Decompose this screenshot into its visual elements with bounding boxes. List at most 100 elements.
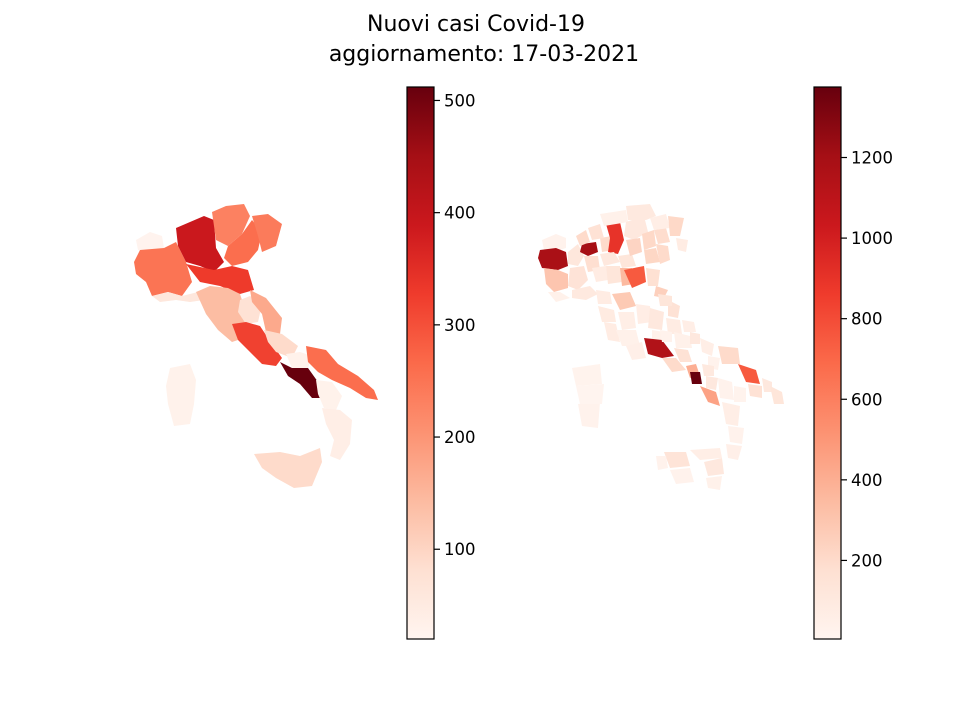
area-sondrio: Sondrio — [600, 210, 628, 226]
area-lazio: Lazio — [232, 322, 282, 366]
colorbar-regions: 100 200 300 400 500 — [406, 86, 476, 640]
area-varese: Varese — [576, 230, 590, 246]
figure-title-line1: Nuovi casi Covid-19 — [367, 12, 585, 37]
map-provinces: AostaTorinoCuneoAlessandriaNovaraMilano B… — [538, 204, 784, 490]
area-grosseto: Grosseto — [616, 330, 640, 346]
area-viterbo: Viterbo — [626, 342, 646, 360]
area-cuneo: Cuneo — [544, 268, 568, 292]
colorbar-provinces-tick-label: 400 — [851, 471, 883, 490]
area-belluno: Belluno — [650, 214, 670, 230]
colorbar-provinces-tick-label: 200 — [851, 551, 883, 570]
area-roma: Roma — [644, 338, 674, 358]
area-molise: Molise — [286, 352, 312, 368]
area-messina: Messina — [690, 448, 722, 460]
area-macerata: Macerata — [666, 318, 682, 334]
area-liguria: Liguria — [152, 292, 204, 302]
area-aosta: Aosta — [542, 234, 566, 252]
area-sassari: Sassari — [572, 364, 602, 386]
area-pisa: Pisa — [598, 306, 616, 322]
area-veneto: Veneto — [224, 220, 262, 266]
area-palermo: Palermo — [664, 452, 690, 468]
figure-title-line2: aggiornamento: 17-03-2021 — [329, 42, 639, 67]
area-calabria: Calabria — [322, 408, 352, 460]
area-treviso: Treviso — [654, 228, 670, 244]
area-venezia: Venezia — [656, 244, 670, 264]
area-taranto: Taranto — [748, 384, 762, 398]
area-reggio-calabria: Reggio Calabria — [726, 444, 742, 460]
colorbar-regions-tick-label: 300 — [444, 316, 476, 335]
colorbar-regions-tick-label: 400 — [444, 204, 476, 223]
area-marche: Marche — [250, 290, 282, 334]
area-frosinone: Frosinone — [674, 348, 692, 362]
area-siracusa: Siracusa — [706, 476, 722, 490]
area-benevento: Benevento — [702, 364, 714, 376]
area-firenze: Firenze — [612, 292, 636, 310]
area-torino: Torino — [538, 248, 568, 270]
area-padova: Padova — [644, 248, 660, 264]
area-genova: Genova — [572, 286, 598, 300]
colorbar-provinces-tick-label: 800 — [851, 310, 883, 329]
area-pesaro-urbino: Pesaro-Urbino — [658, 294, 672, 306]
area-cagliari: Cagliari — [578, 402, 600, 428]
area-mantova: Mantova — [618, 254, 636, 268]
area-alessandria: Alessandria — [568, 266, 588, 290]
area-sardegna: Sardegna — [166, 364, 196, 426]
area-friuli-venezia-giulia: Friuli-Venezia Giulia — [252, 214, 282, 252]
area-avellino: Avellino — [706, 376, 718, 390]
area-piemonte: Piemonte — [134, 242, 192, 296]
area-brindisi: Brindisi — [762, 378, 772, 392]
area-imperia: Imperia — [548, 292, 570, 302]
area-brescia: Brescia — [606, 222, 624, 254]
area-campania: Campania — [280, 362, 322, 398]
area-bologna: Bologna — [624, 266, 646, 288]
map-regions: Valle d'AostaPiemonteLombardiaTrentino-A… — [134, 204, 378, 488]
area-novara: Novara — [568, 244, 584, 266]
area-trentino-alto-adige: Trentino-Alto Adige — [212, 204, 250, 246]
area-lombardia: Lombardia — [176, 216, 224, 272]
colorbar-provinces-tick-label: 600 — [851, 390, 883, 409]
area-l-aquila: L'Aquila — [674, 332, 692, 348]
area-parma: Parma — [606, 266, 622, 284]
area-verona: Verona — [626, 238, 642, 256]
area-puglia: Puglia — [306, 346, 378, 400]
area-bari: Bari — [738, 364, 760, 384]
area-foggia: Foggia — [718, 346, 740, 364]
colorbar-provinces-tick-label: 1200 — [851, 149, 893, 168]
area-lucca: Lucca — [596, 290, 612, 304]
colorbar-regions-gradient — [406, 86, 435, 640]
area-piacenza: Piacenza — [592, 266, 608, 282]
area-vicenza: Vicenza — [642, 230, 656, 250]
area-chieti: Chieti — [700, 338, 714, 356]
area-siena: Siena — [618, 312, 636, 330]
area-bolzano: Bolzano — [626, 204, 656, 220]
area-sicilia: Sicilia — [254, 448, 322, 488]
colorbar-regions-tick-label: 200 — [444, 428, 476, 447]
area-pescara: Pescara — [690, 332, 700, 344]
area-perugia: Perugia — [648, 308, 664, 330]
area-catania: Catania — [704, 458, 724, 476]
colorbar-provinces-tick-label: 1000 — [851, 229, 893, 248]
area-livorno: Livorno — [604, 322, 620, 342]
area-lecce: Lecce — [770, 386, 784, 404]
area-emilia-romagna: Emilia-Romagna — [186, 264, 254, 294]
area-napoli: Napoli — [690, 372, 702, 384]
area-milano: Milano — [580, 242, 598, 256]
colorbar-provinces-gradient — [813, 86, 842, 640]
area-cosenza: Cosenza — [722, 402, 740, 426]
area-udine: Udine — [668, 216, 684, 236]
area-ravenna: Ravenna — [646, 268, 660, 286]
colorbar-regions-tick-label: 100 — [444, 540, 476, 559]
area-arezzo: Arezzo — [636, 304, 652, 324]
area-como: Como — [588, 224, 604, 240]
area-matera: Matera — [734, 386, 746, 402]
area-trieste: Trieste — [676, 238, 688, 252]
area-nuoro: Nuoro — [576, 384, 604, 404]
area-abruzzo: Abruzzo — [264, 330, 298, 358]
area-latina: Latina — [662, 358, 686, 372]
area-basilicata: Basilicata — [316, 380, 342, 410]
colorbar-provinces: 200 400 600 800 1000 1200 — [813, 86, 893, 640]
area-rieti: Rieti — [660, 330, 672, 342]
area-catanzaro: Catanzaro — [728, 426, 744, 444]
area-teramo: Teramo — [682, 320, 696, 332]
area-valle-d-aosta: Valle d'Aosta — [136, 232, 164, 252]
